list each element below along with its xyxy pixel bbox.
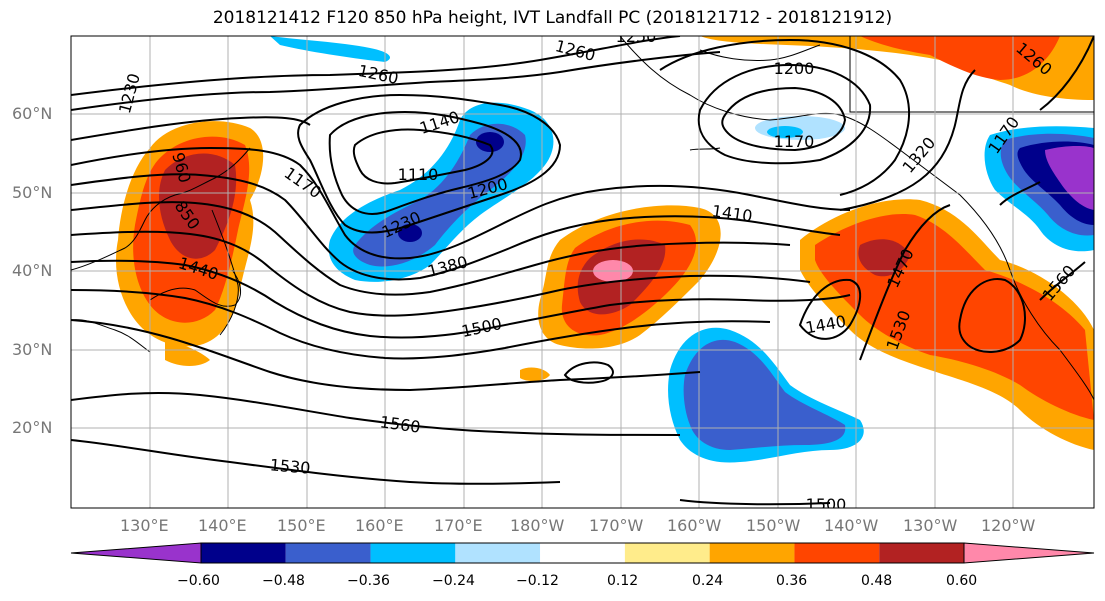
lon-label: 170°E [434, 516, 483, 535]
colorbar-tick-label: 0.12 [607, 573, 639, 589]
lat-label: 60°N [12, 104, 53, 123]
colorbar [70, 542, 1095, 564]
lon-label: 180°W [510, 516, 565, 535]
colorbar-bin [879, 543, 964, 563]
lon-label: 140°W [824, 516, 879, 535]
lat-label: 30°N [12, 340, 53, 359]
lat-label: 40°N [12, 261, 53, 280]
lon-label: 140°E [198, 516, 247, 535]
colorbar-tick-label: 0.24 [692, 573, 724, 589]
lon-label: 170°W [589, 516, 644, 535]
contour-label: 1250 [616, 27, 657, 46]
lon-label: 160°W [667, 516, 722, 535]
colorbar-tick-label: −0.24 [432, 573, 475, 589]
colorbar-tick-label: 0.48 [861, 573, 893, 589]
contour-label: 1170 [774, 132, 815, 151]
colorbar-bin [370, 543, 456, 563]
plot-title: 2018121412 F120 850 hPa height, IVT Land… [212, 8, 893, 28]
lat-label: 50°N [12, 183, 53, 202]
lon-label: 130°W [903, 516, 958, 535]
lon-label: 130°E [120, 516, 169, 535]
lon-label: 150°W [746, 516, 801, 535]
colorbar-bin [285, 543, 371, 563]
colorbar-bin [201, 543, 286, 563]
lon-label: 120°W [981, 516, 1036, 535]
colorbar-tick-label: −0.12 [516, 573, 559, 589]
colorbar-bin [540, 543, 625, 563]
height-contours [71, 36, 1094, 506]
lon-label: 150°E [277, 516, 326, 535]
colorbar-tick-label: −0.60 [177, 573, 220, 589]
gridlines [71, 36, 1094, 508]
lat-label: 20°N [12, 418, 53, 437]
contour-label: 1500 [806, 495, 847, 514]
colorbar-extend-max [963, 542, 1095, 564]
contour-label: 1200 [774, 59, 815, 78]
colorbar-extend-min [70, 542, 202, 564]
map-frame [70, 35, 1095, 509]
colorbar-tick-label: 0.60 [946, 573, 978, 589]
lon-label: 160°E [355, 516, 404, 535]
map-plot-area: 1230 1260 1260 1250 1200 1260 1140 1170 … [71, 27, 1094, 514]
colorbar-bin [709, 543, 795, 563]
colorbar-tick-label: 0.36 [776, 573, 808, 589]
contour-label: 1530 [269, 455, 311, 477]
colorbar-bin [794, 543, 880, 563]
contour-label: 1110 [398, 165, 439, 184]
colorbar-tick-label: −0.36 [347, 573, 390, 589]
colorbar-bin [455, 543, 541, 563]
colorbar-bin [624, 543, 710, 563]
colorbar-tick-label: −0.48 [262, 573, 305, 589]
colorbar-outline [200, 542, 965, 564]
